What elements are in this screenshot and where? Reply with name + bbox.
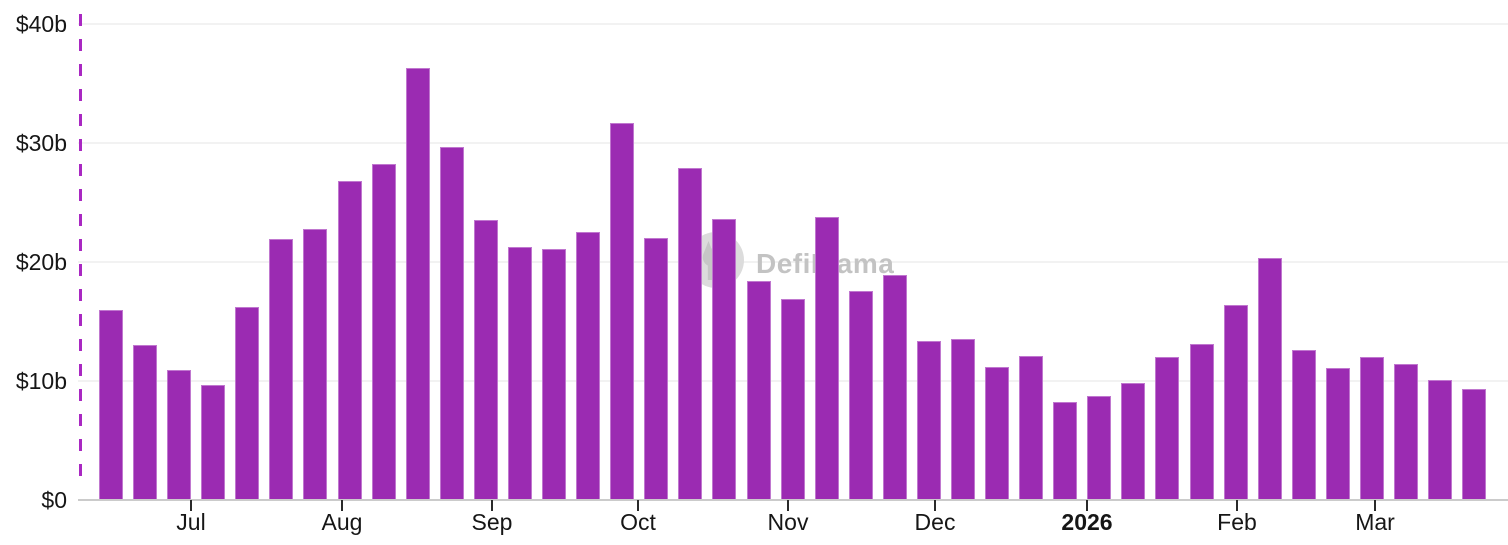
volume-bar[interactable]: [1257, 258, 1282, 500]
x-axis-label: Oct: [620, 509, 656, 535]
volume-bar[interactable]: [780, 298, 805, 500]
x-axis-tick: [637, 500, 639, 511]
period-start-dashed-line: [79, 14, 82, 482]
gridline: [78, 261, 1508, 263]
gridline: [78, 142, 1508, 144]
x-axis-tick: [1086, 500, 1088, 511]
x-axis-label: 2026: [1061, 509, 1113, 535]
x-axis-label: Dec: [914, 509, 956, 535]
x-axis-tick: [190, 500, 192, 511]
volume-bar[interactable]: [99, 309, 123, 500]
x-axis-label: Mar: [1355, 509, 1395, 535]
volume-bar[interactable]: [916, 340, 941, 500]
volume-bar[interactable]: [610, 122, 635, 500]
y-axis-label: $10b: [15, 368, 67, 394]
volume-bar[interactable]: [167, 370, 192, 500]
volume-bar[interactable]: [1325, 367, 1350, 500]
volume-bar[interactable]: [1462, 389, 1487, 500]
volume-bar[interactable]: [848, 290, 873, 500]
volume-bar[interactable]: [1189, 344, 1214, 500]
volume-bar[interactable]: [235, 307, 260, 500]
volume-bar[interactable]: [985, 366, 1010, 500]
volume-bar[interactable]: [678, 168, 703, 500]
volume-bar[interactable]: [712, 219, 737, 500]
x-axis-tick: [787, 500, 789, 511]
volume-bar[interactable]: [882, 275, 907, 500]
volume-bar[interactable]: [576, 232, 601, 500]
volume-bar[interactable]: [473, 220, 498, 500]
volume-bar[interactable]: [644, 238, 669, 500]
volume-bar[interactable]: [133, 345, 158, 500]
x-axis-tick: [1236, 500, 1238, 511]
x-axis-label: Feb: [1217, 509, 1257, 535]
volume-bar[interactable]: [1019, 356, 1044, 500]
y-axis-label: $30b: [15, 130, 67, 156]
x-axis-tick: [491, 500, 493, 511]
x-axis-tick: [341, 500, 343, 511]
volume-bar[interactable]: [1087, 396, 1112, 500]
y-axis-label: $40b: [15, 11, 67, 37]
volume-bar[interactable]: [951, 339, 975, 500]
volume-bar[interactable]: [337, 181, 362, 500]
gridline: [78, 23, 1508, 25]
volume-bar[interactable]: [1291, 350, 1316, 500]
y-axis-label: $0: [41, 487, 67, 513]
volume-bar[interactable]: [542, 248, 567, 500]
volume-bar[interactable]: [1155, 357, 1180, 500]
volume-bar[interactable]: [1394, 364, 1419, 500]
x-axis-label: Aug: [321, 509, 363, 535]
x-axis-label: Jul: [176, 509, 206, 535]
volume-bar[interactable]: [1053, 402, 1078, 500]
volume-bar[interactable]: [303, 228, 328, 500]
volume-bar[interactable]: [371, 164, 396, 500]
volume-bar[interactable]: [1428, 379, 1453, 500]
x-axis-label: Nov: [767, 509, 809, 535]
volume-bar[interactable]: [269, 239, 294, 500]
volume-bar[interactable]: [814, 216, 839, 500]
volume-bar[interactable]: [201, 384, 226, 500]
volume-bar[interactable]: [507, 246, 532, 500]
x-axis-tick: [934, 500, 936, 511]
x-axis-line: [78, 499, 1508, 501]
volume-bar[interactable]: [1359, 357, 1384, 500]
x-axis-tick: [1374, 500, 1376, 511]
volume-bar[interactable]: [746, 281, 771, 500]
y-axis-label: $20b: [15, 249, 67, 275]
x-axis-label: Sep: [471, 509, 513, 535]
volume-bar[interactable]: [1121, 383, 1146, 500]
volume-bar[interactable]: [1223, 304, 1248, 500]
volume-bar[interactable]: [439, 146, 464, 500]
volume-bar[interactable]: [405, 68, 430, 500]
